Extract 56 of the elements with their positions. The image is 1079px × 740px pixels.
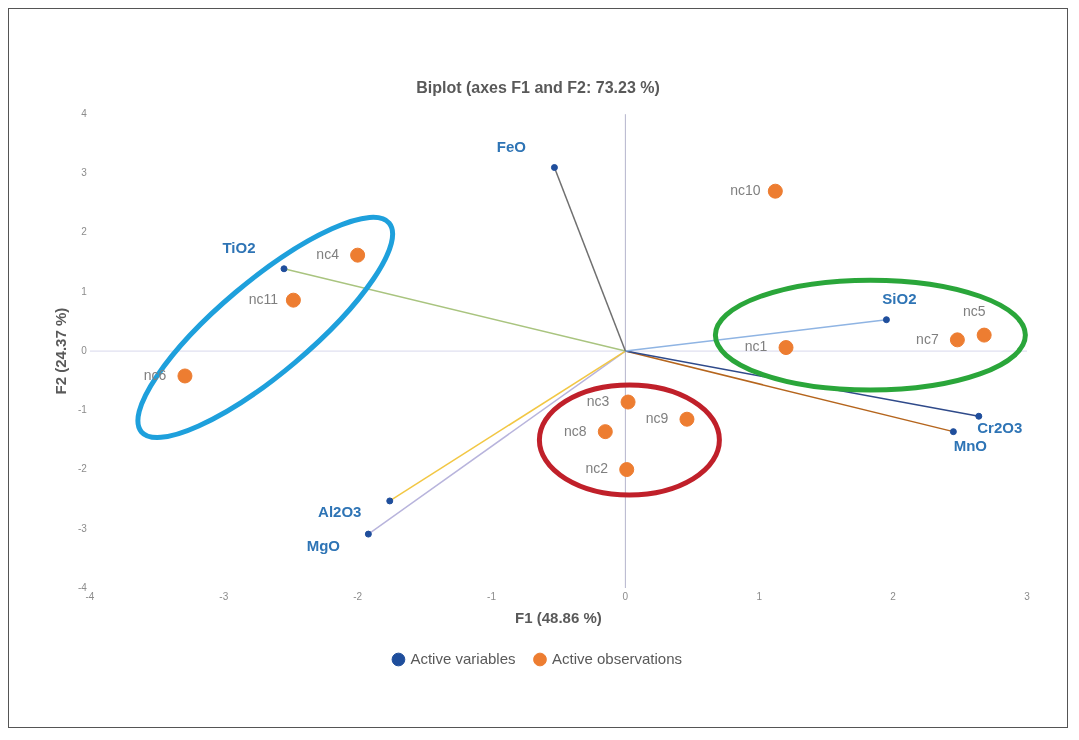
y-tick-label: -3 xyxy=(77,522,88,534)
x-tick-label: 1 xyxy=(756,590,763,602)
x-tick-label: 0 xyxy=(622,590,629,602)
x-axis-title: F1 (48.86 %) xyxy=(515,609,602,627)
point xyxy=(350,247,366,263)
annotation: Cr2O3 xyxy=(977,419,1023,437)
legend-label: Active observations xyxy=(551,649,683,667)
point xyxy=(975,412,983,420)
annotation: nc4 xyxy=(316,246,340,263)
x-tick-label: 2 xyxy=(890,590,897,602)
y-tick-label: 4 xyxy=(81,107,88,119)
annotation: nc3 xyxy=(586,392,610,409)
point xyxy=(386,497,394,505)
annotation: nc7 xyxy=(916,330,939,347)
y-tick-label: -2 xyxy=(77,463,88,475)
y-tick-label: -4 xyxy=(77,581,88,593)
x-tick-label: -3 xyxy=(219,590,229,602)
point xyxy=(280,265,288,273)
y-tick-label: 3 xyxy=(81,167,88,179)
x-tick-label: -2 xyxy=(353,590,363,602)
y-tick-label: 0 xyxy=(81,344,88,356)
point xyxy=(778,340,794,356)
annotation: SiO2 xyxy=(882,289,917,307)
point xyxy=(620,394,636,410)
y-axis-title: F2 (24.37 %) xyxy=(52,307,70,395)
annotation: MnO xyxy=(953,436,988,454)
point xyxy=(364,530,372,538)
annotation: nc11 xyxy=(248,291,279,308)
point xyxy=(976,327,992,343)
point xyxy=(882,316,890,324)
point xyxy=(619,462,635,478)
point xyxy=(679,411,695,427)
point xyxy=(550,164,558,171)
annotation: nc9 xyxy=(645,410,669,427)
point xyxy=(285,292,301,308)
y-tick-label: 1 xyxy=(81,285,88,297)
point xyxy=(767,183,783,199)
annotation: nc1 xyxy=(744,338,768,355)
legend-label: Active variables xyxy=(410,649,516,667)
point xyxy=(177,368,193,384)
chart-title: Biplot (axes F1 and F2: 73.23 %) xyxy=(416,79,660,97)
annotation: TiO2 xyxy=(222,238,256,256)
point xyxy=(949,428,957,436)
annotation: nc5 xyxy=(962,302,986,319)
x-tick-label: 3 xyxy=(1024,590,1031,602)
x-tick-label: -1 xyxy=(487,590,497,602)
annotation: MgO xyxy=(306,537,341,555)
annotation: Al2O3 xyxy=(318,503,362,521)
y-tick-label: -1 xyxy=(77,404,88,416)
y-tick-label: 2 xyxy=(81,226,88,238)
annotation: FeO xyxy=(496,137,527,155)
annotation: nc8 xyxy=(564,422,587,439)
annotation: nc2 xyxy=(585,460,609,477)
point xyxy=(597,424,613,440)
point xyxy=(949,332,965,348)
annotation: nc10 xyxy=(730,182,761,199)
